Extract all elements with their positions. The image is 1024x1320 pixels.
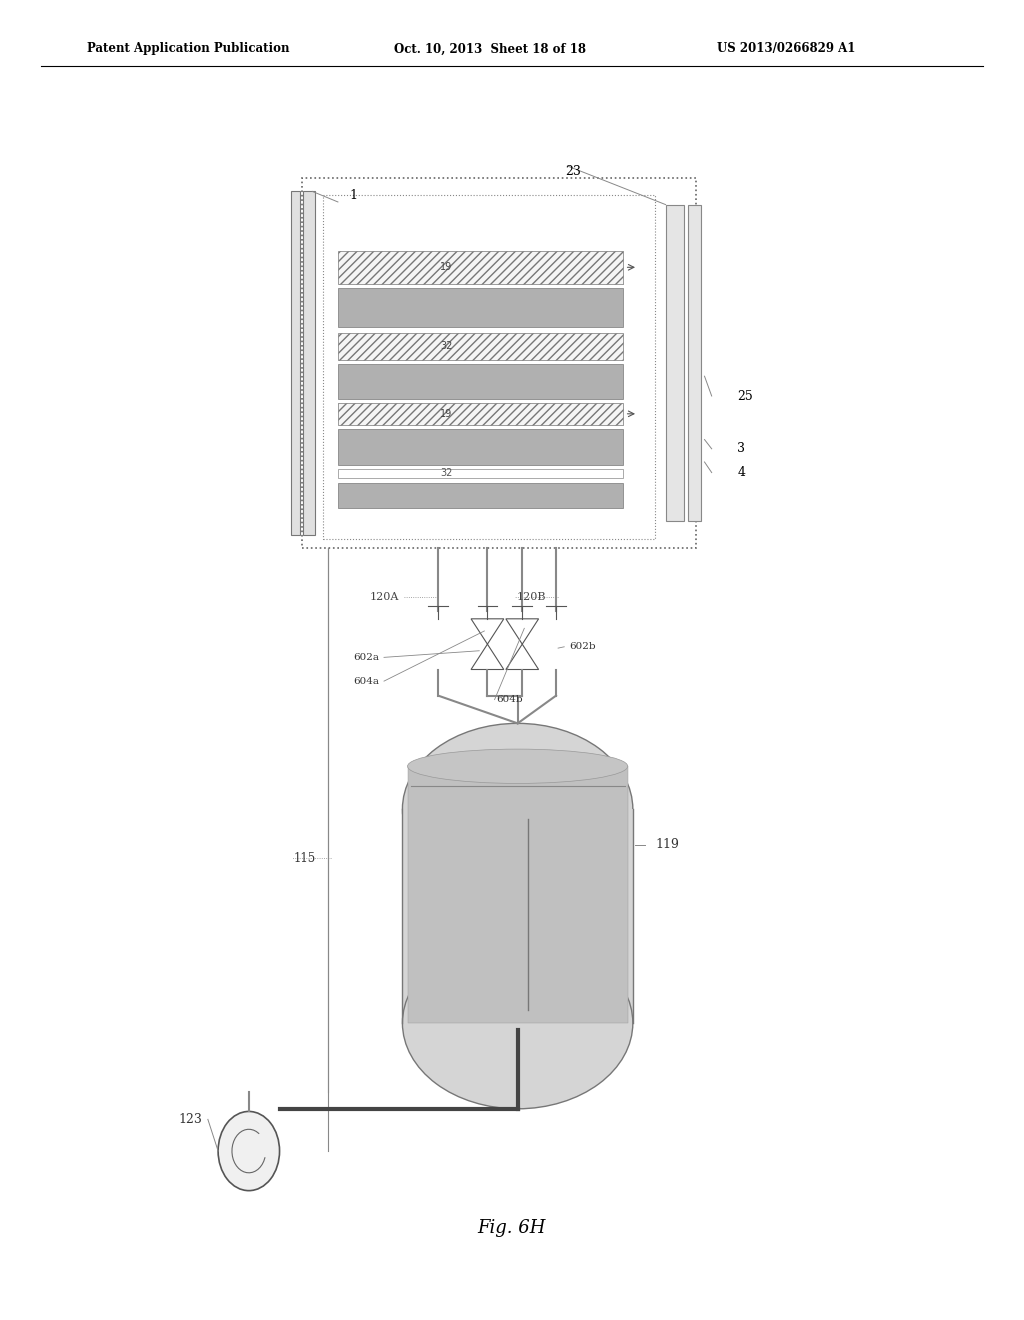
Text: Oct. 10, 2013  Sheet 18 of 18: Oct. 10, 2013 Sheet 18 of 18 — [394, 42, 586, 55]
Text: Fig. 6H: Fig. 6H — [478, 1218, 546, 1237]
Text: 19: 19 — [440, 409, 453, 418]
Text: 4: 4 — [737, 466, 745, 479]
Text: 119: 119 — [655, 838, 679, 851]
Bar — [303, 191, 315, 535]
Text: 19: 19 — [440, 263, 453, 272]
Text: 32: 32 — [440, 469, 453, 478]
Text: 604b: 604b — [497, 696, 523, 704]
Bar — [338, 429, 623, 465]
Bar — [292, 191, 300, 535]
Text: US 2013/0266829 A1: US 2013/0266829 A1 — [717, 42, 855, 55]
Bar — [688, 205, 701, 521]
Bar — [338, 403, 623, 425]
Polygon shape — [506, 644, 539, 669]
Polygon shape — [506, 619, 539, 644]
Ellipse shape — [402, 723, 633, 895]
Text: 604a: 604a — [353, 677, 379, 685]
Bar — [338, 364, 623, 399]
Bar — [338, 469, 623, 478]
Bar — [338, 333, 623, 360]
Text: 602b: 602b — [569, 643, 596, 651]
Text: 32: 32 — [440, 342, 453, 351]
Polygon shape — [471, 619, 504, 644]
Bar — [323, 195, 655, 539]
Bar — [338, 288, 623, 327]
Text: Patent Application Publication: Patent Application Publication — [87, 42, 290, 55]
Circle shape — [218, 1111, 280, 1191]
Text: 120B: 120B — [517, 591, 547, 602]
Text: 25: 25 — [737, 389, 753, 403]
Text: 123: 123 — [179, 1113, 203, 1126]
Bar — [408, 766, 628, 1023]
Bar — [302, 178, 696, 548]
Ellipse shape — [408, 748, 628, 783]
Bar — [338, 483, 623, 508]
Bar — [402, 809, 633, 1023]
Text: 1: 1 — [349, 189, 357, 202]
Polygon shape — [471, 644, 504, 669]
Text: 602a: 602a — [353, 653, 379, 661]
Text: 115: 115 — [294, 851, 316, 865]
Bar — [666, 205, 684, 521]
Bar — [338, 251, 623, 284]
Text: 23: 23 — [565, 165, 582, 178]
Text: 3: 3 — [737, 442, 745, 455]
Ellipse shape — [402, 937, 633, 1109]
Text: 120A: 120A — [370, 591, 399, 602]
